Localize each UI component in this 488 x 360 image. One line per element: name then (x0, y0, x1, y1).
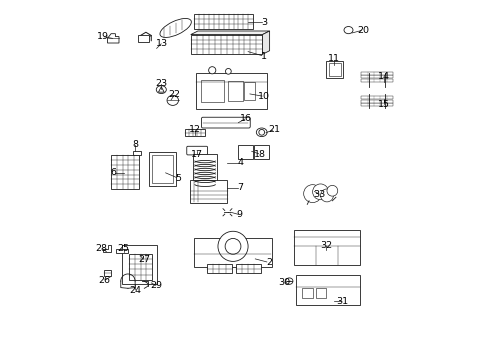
Text: 13: 13 (156, 39, 168, 48)
Text: 26: 26 (99, 276, 110, 285)
Bar (194, 238, 271, 267)
Text: 9: 9 (236, 210, 243, 219)
Text: 28: 28 (96, 244, 107, 253)
Bar (133, 151, 141, 154)
Text: 19: 19 (97, 32, 109, 41)
Circle shape (312, 184, 328, 200)
Text: 24: 24 (129, 286, 141, 295)
Text: 16: 16 (240, 114, 252, 123)
Bar (301, 288, 312, 298)
Text: 2: 2 (265, 258, 271, 267)
Ellipse shape (156, 86, 166, 94)
Text: 1: 1 (261, 52, 266, 61)
Bar (206, 265, 231, 273)
Text: 32: 32 (320, 241, 332, 250)
Bar (152, 155, 173, 183)
Ellipse shape (285, 278, 292, 284)
FancyBboxPatch shape (201, 117, 250, 128)
Bar (185, 129, 204, 136)
Bar (293, 230, 360, 265)
Bar (296, 275, 360, 305)
Bar (200, 80, 224, 102)
Polygon shape (158, 87, 164, 92)
Polygon shape (104, 270, 111, 276)
Ellipse shape (167, 95, 178, 105)
Bar (325, 61, 343, 78)
Text: 10: 10 (258, 92, 270, 101)
Bar (244, 82, 255, 100)
Bar (254, 145, 269, 159)
Bar (360, 103, 392, 106)
Circle shape (320, 189, 333, 202)
Text: 31: 31 (335, 297, 347, 306)
Circle shape (224, 238, 241, 254)
Text: 30: 30 (277, 278, 289, 287)
Bar (360, 96, 392, 99)
Text: 11: 11 (327, 54, 340, 63)
Text: 20: 20 (356, 26, 368, 35)
Circle shape (303, 185, 321, 203)
Text: 3: 3 (261, 18, 267, 27)
Text: 17: 17 (191, 150, 203, 159)
Text: 23: 23 (155, 79, 167, 88)
Bar (360, 100, 392, 103)
Text: 4: 4 (238, 158, 244, 167)
Bar (237, 145, 252, 159)
Text: 27: 27 (138, 255, 150, 264)
Text: 29: 29 (150, 281, 163, 290)
Ellipse shape (256, 128, 266, 136)
Text: 14: 14 (378, 72, 389, 81)
Bar (228, 81, 242, 101)
Bar (128, 254, 152, 280)
Bar (111, 155, 139, 189)
Text: 22: 22 (168, 90, 180, 99)
Circle shape (218, 231, 247, 261)
Text: 12: 12 (189, 125, 201, 134)
Bar (149, 152, 176, 186)
Text: 15: 15 (378, 100, 389, 109)
Text: 21: 21 (267, 125, 279, 134)
Bar (194, 14, 253, 29)
Circle shape (326, 185, 337, 196)
Bar (189, 180, 227, 203)
Polygon shape (107, 34, 119, 43)
Ellipse shape (344, 27, 352, 34)
Text: 5: 5 (175, 174, 181, 183)
Bar (328, 63, 341, 76)
Bar (315, 288, 325, 298)
Text: 25: 25 (118, 244, 129, 253)
Bar (122, 245, 157, 284)
Text: 8: 8 (132, 140, 138, 149)
Ellipse shape (160, 18, 191, 37)
Text: 18: 18 (253, 150, 265, 159)
Bar (235, 265, 260, 273)
Polygon shape (262, 31, 269, 54)
Bar (360, 79, 392, 82)
Circle shape (208, 67, 215, 74)
Bar (360, 72, 392, 75)
Bar (190, 35, 262, 54)
Text: 7: 7 (236, 183, 243, 192)
Bar (196, 73, 266, 109)
Polygon shape (102, 245, 110, 252)
Bar (360, 75, 392, 78)
Bar (116, 249, 127, 253)
Text: 6: 6 (110, 168, 116, 177)
Bar (193, 154, 216, 184)
Circle shape (258, 130, 264, 135)
Text: 33: 33 (313, 190, 325, 199)
FancyBboxPatch shape (186, 146, 207, 155)
Bar (138, 35, 148, 42)
Circle shape (225, 68, 231, 74)
Polygon shape (190, 31, 269, 35)
